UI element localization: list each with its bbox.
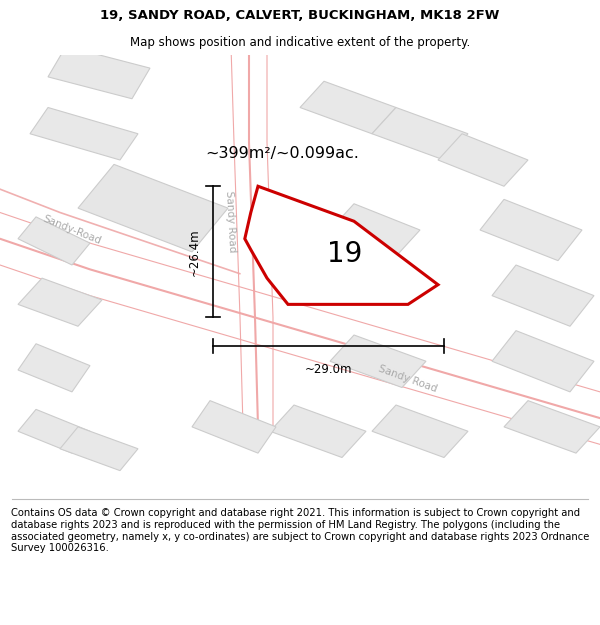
Text: 19, SANDY ROAD, CALVERT, BUCKINGHAM, MK18 2FW: 19, SANDY ROAD, CALVERT, BUCKINGHAM, MK1… (100, 9, 500, 22)
Text: Contains OS data © Crown copyright and database right 2021. This information is : Contains OS data © Crown copyright and d… (11, 508, 589, 553)
Polygon shape (60, 427, 138, 471)
Polygon shape (300, 81, 396, 134)
Polygon shape (78, 164, 228, 252)
Polygon shape (330, 204, 420, 256)
Polygon shape (492, 331, 594, 392)
Polygon shape (18, 409, 90, 453)
Polygon shape (330, 335, 426, 388)
Polygon shape (492, 265, 594, 326)
Polygon shape (30, 107, 138, 160)
Polygon shape (480, 199, 582, 261)
Polygon shape (245, 186, 438, 304)
Text: Sandy-Road: Sandy-Road (41, 214, 103, 246)
Text: Sandy Road: Sandy Road (377, 364, 439, 394)
Polygon shape (192, 401, 276, 453)
Text: Sandy Road: Sandy Road (224, 190, 238, 253)
Text: ~26.4m: ~26.4m (187, 228, 200, 276)
Polygon shape (18, 217, 90, 265)
Polygon shape (372, 405, 468, 458)
Polygon shape (18, 278, 102, 326)
Polygon shape (48, 46, 150, 99)
Text: 19: 19 (328, 240, 362, 268)
Text: Map shows position and indicative extent of the property.: Map shows position and indicative extent… (130, 36, 470, 49)
Polygon shape (504, 401, 600, 453)
Text: ~29.0m: ~29.0m (305, 364, 352, 376)
Polygon shape (372, 107, 468, 160)
Polygon shape (18, 344, 90, 392)
Polygon shape (438, 134, 528, 186)
Text: ~399m²/~0.099ac.: ~399m²/~0.099ac. (205, 146, 359, 161)
Polygon shape (270, 405, 366, 458)
